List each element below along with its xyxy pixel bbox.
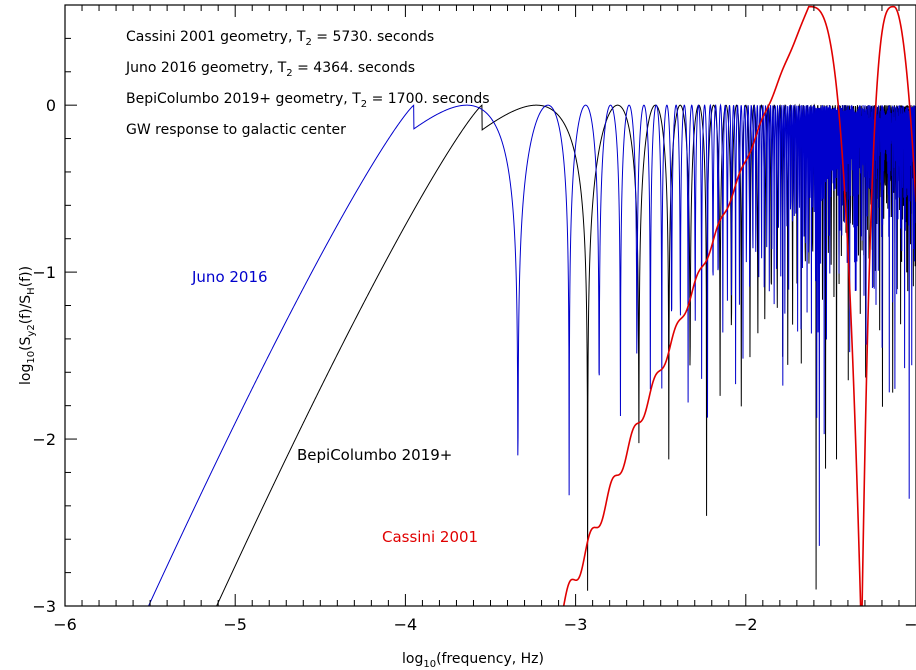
x-tick-label: −2 xyxy=(734,615,758,634)
annotation-line: Cassini 2001 geometry, T2 = 5730. second… xyxy=(126,29,434,48)
series-line-cassini xyxy=(562,5,916,606)
x-tick-label: −4 xyxy=(394,615,418,634)
axes-layer: −6 −5 −4 −3 −2 −1 0 −1 −2 −3 xyxy=(32,4,916,634)
y-tick-label: −2 xyxy=(32,430,56,449)
x-axis-title: log10(frequency, Hz) xyxy=(402,651,544,670)
series-label-juno: Juno 2016 xyxy=(191,268,268,286)
annotation-line: Juno 2016 geometry, T2 = 4364. seconds xyxy=(125,60,415,79)
annotation-line: BepiColumbo 2019+ geometry, T2 = 1700. s… xyxy=(126,91,490,110)
x-tick-label: −5 xyxy=(223,615,247,634)
series-labels: Juno 2016 BepiColumbo 2019+ Cassini 2001 xyxy=(191,268,478,546)
series-label-bepi: BepiColumbo 2019+ xyxy=(297,446,452,464)
y-tick-label: −3 xyxy=(32,597,56,616)
annotation-line: GW response to galactic center xyxy=(126,122,346,138)
x-tick-label: −3 xyxy=(564,615,588,634)
annotation-block: Cassini 2001 geometry, T2 = 5730. second… xyxy=(125,29,490,138)
x-tick-label: −6 xyxy=(53,615,77,634)
x-tick-label: −1 xyxy=(904,615,916,634)
series-line-juno xyxy=(147,103,916,606)
y-tick-label: −1 xyxy=(32,263,56,282)
series-label-cassini: Cassini 2001 xyxy=(382,528,478,546)
y-tick-label: 0 xyxy=(46,96,56,115)
curves-layer xyxy=(147,5,916,606)
y-axis-title: log10(Sy2(f)/SH(f)) xyxy=(18,266,37,385)
